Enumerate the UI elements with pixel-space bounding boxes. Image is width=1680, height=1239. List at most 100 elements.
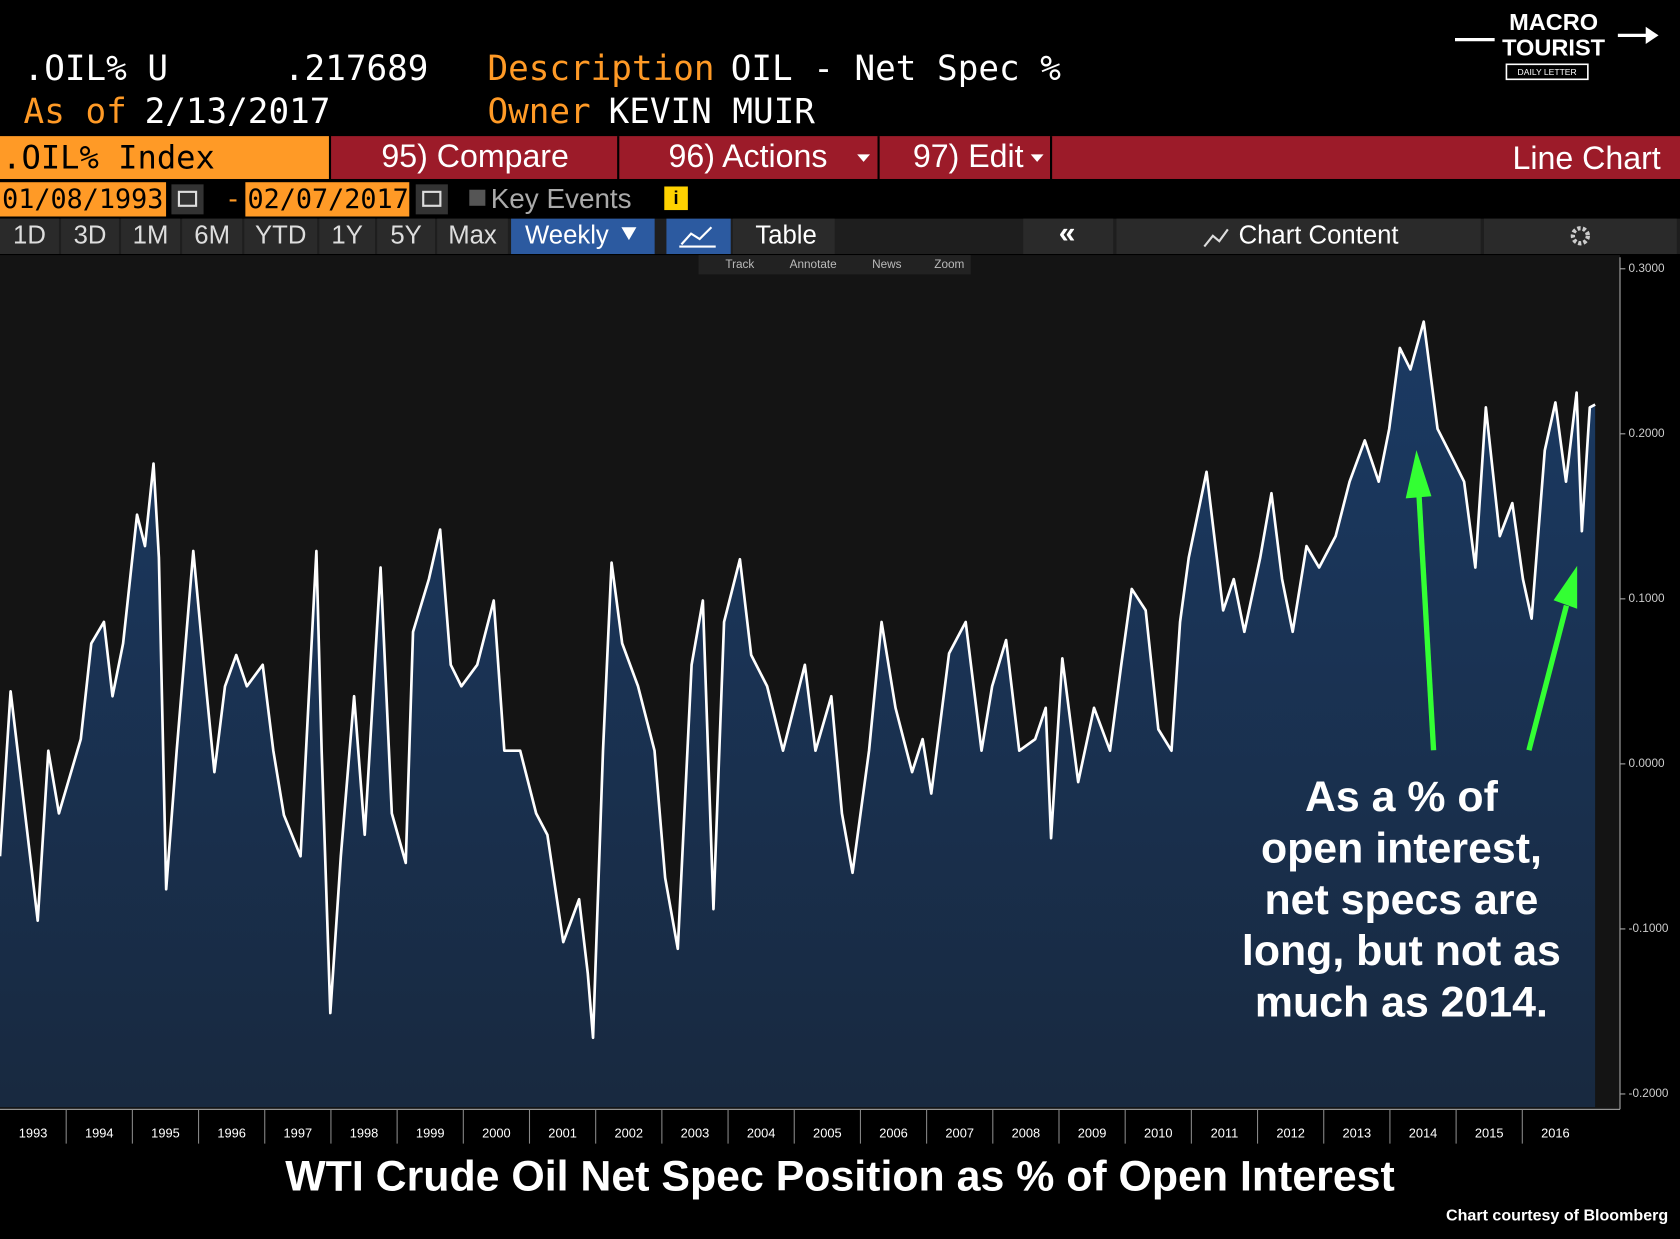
x-tick-label: 2000 [482, 1125, 511, 1140]
period-label: 1Y [331, 222, 362, 250]
chart-icon[interactable] [666, 218, 731, 255]
info-icon[interactable] [664, 186, 688, 211]
menu-bar [331, 136, 1680, 179]
svg-text:i: i [674, 188, 679, 208]
y-tick-label: -0.1000 [1629, 922, 1669, 935]
description-label: Description [488, 49, 715, 89]
owner: KEVIN MUIR [609, 92, 816, 132]
x-tick-label: 2011 [1211, 1125, 1239, 1140]
y-tick-label: 0.2000 [1629, 427, 1665, 440]
period-label: 1D [13, 222, 46, 250]
calendar-icon[interactable] [415, 184, 448, 215]
logo-line1: MACRO [1509, 9, 1598, 35]
x-tick-label: 2013 [1343, 1125, 1372, 1140]
end-date-box[interactable] [245, 182, 410, 217]
period-label: 3D [74, 222, 107, 250]
period-tab[interactable] [121, 218, 180, 255]
y-tick-label: 0.1000 [1629, 592, 1665, 605]
period-tab[interactable] [61, 218, 119, 255]
collapse-icon: « [1059, 217, 1076, 250]
annotation: open interest, [1261, 824, 1542, 872]
end-date: 02/07/2017 [248, 184, 409, 215]
annotation: much as 2014. [1255, 979, 1548, 1027]
x-tick-label: 2007 [945, 1125, 974, 1140]
start-date-box[interactable] [0, 182, 167, 217]
x-tick-label: 2012 [1276, 1125, 1305, 1140]
x-tick-label: 2010 [1144, 1125, 1173, 1140]
tool-label[interactable]: Track [725, 258, 754, 271]
x-tick-label: 1999 [416, 1125, 445, 1140]
x-tick-label: 2006 [879, 1125, 908, 1140]
x-tick-label: 2004 [747, 1125, 776, 1140]
x-tick-label: 2009 [1078, 1125, 1107, 1140]
table-button[interactable] [732, 218, 835, 255]
annotation: long, but not as [1242, 927, 1561, 975]
x-tick-label: 1997 [284, 1125, 313, 1140]
collapse-button[interactable] [1023, 218, 1114, 255]
dropdown-arrow [621, 227, 637, 241]
x-tick-label: 1995 [151, 1125, 180, 1140]
owner-label: Owner [488, 92, 591, 132]
chart-content: Chart Content [1239, 222, 1399, 250]
dropdown-arrow [857, 154, 870, 162]
checkbox[interactable] [469, 189, 486, 206]
table: Table [755, 222, 816, 250]
x-tick-label: 1993 [19, 1125, 48, 1140]
x-tick-label: 2005 [813, 1125, 842, 1140]
security: .OIL% Index [2, 139, 215, 177]
chart-content-button[interactable] [1116, 218, 1481, 255]
x-tick-label: 2016 [1541, 1125, 1570, 1140]
x-tick-label: 2003 [681, 1125, 710, 1140]
settings-button[interactable] [1483, 218, 1677, 255]
menu-edit[interactable]: 97) Edit [913, 138, 1024, 174]
tools-bar [698, 255, 971, 275]
period-tab[interactable] [437, 218, 508, 255]
y-tick-label: 0.3000 [1629, 262, 1665, 275]
date-separator: - [225, 184, 241, 215]
annotation-arrows [1405, 450, 1578, 751]
x-tick-label: 2014 [1409, 1125, 1438, 1140]
logo: MACRO TOURIST DAILY LETTER [1455, 9, 1659, 81]
period-label: 6M [194, 222, 230, 250]
chart-type[interactable]: Line Chart [1513, 140, 1661, 176]
period-label: 5Y [390, 222, 421, 250]
period-tab[interactable] [319, 218, 375, 255]
description: OIL - Net Spec % [731, 49, 1062, 89]
x-tick-label: 2002 [614, 1125, 643, 1140]
key-events: Key Events [491, 183, 632, 214]
x-tick-label: 1994 [85, 1125, 114, 1140]
chart-title: WTI Crude Oil Net Spec Position as % of … [285, 1152, 1395, 1200]
x-tick-label: 2008 [1012, 1125, 1041, 1140]
security-box [0, 136, 329, 179]
period-tab[interactable] [377, 218, 435, 255]
period-tab[interactable] [0, 218, 59, 255]
source: Chart courtesy of Bloomberg [1446, 1207, 1668, 1225]
y-tick-label: 0.0000 [1629, 757, 1665, 770]
x-tick-label: 1998 [350, 1125, 379, 1140]
calendar-icon[interactable] [171, 184, 204, 215]
menu-compare[interactable]: 95) Compare [381, 138, 568, 174]
period-tab[interactable] [244, 218, 318, 255]
start-date: 01/08/1993 [2, 184, 163, 215]
last-value: .217689 [284, 49, 428, 89]
x-tick-label: 1996 [217, 1125, 246, 1140]
tool-label[interactable]: Zoom [934, 258, 964, 271]
menu-actions[interactable]: 96) Actions [669, 138, 828, 174]
period-label: Max [448, 222, 497, 250]
ticker: .OIL% U [24, 49, 168, 89]
period-label: YTD [255, 222, 306, 250]
line [0, 320, 1596, 1040]
as-of-label: As of [24, 92, 127, 132]
tool-label[interactable]: News [872, 258, 902, 271]
gear-icon [1570, 226, 1590, 246]
period-tab[interactable] [182, 218, 243, 255]
x-tick-label: 2015 [1475, 1125, 1504, 1140]
y-tick-label: -0.2000 [1629, 1087, 1669, 1100]
annotation: As a % of [1305, 773, 1499, 821]
logo-line2: TOURIST [1502, 35, 1606, 61]
as-of: 2/13/2017 [145, 92, 331, 132]
dropdown-arrow [1030, 154, 1044, 162]
tool-label[interactable]: Annotate [790, 258, 838, 271]
